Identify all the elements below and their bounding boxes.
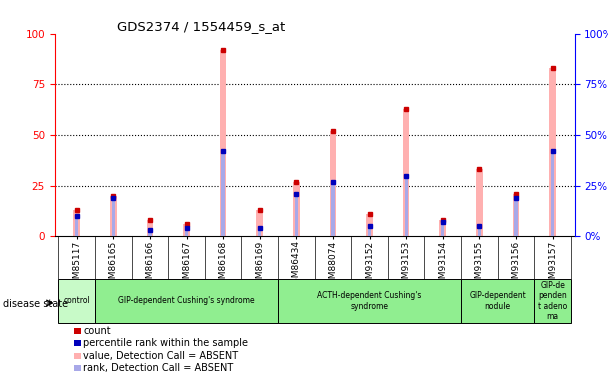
Bar (534, 279, 571, 322)
Bar (185, 228, 188, 236)
Bar (221, 151, 225, 236)
Bar (330, 131, 336, 236)
Text: ACTH-dependent Cushing's
syndrome: ACTH-dependent Cushing's syndrome (317, 291, 422, 310)
Bar (514, 198, 517, 236)
Text: control: control (63, 296, 90, 305)
Bar (366, 214, 373, 236)
Bar (74, 365, 81, 371)
Bar (461, 279, 534, 322)
Bar (549, 68, 556, 236)
Text: value, Detection Call = ABSENT: value, Detection Call = ABSENT (83, 351, 238, 360)
Bar (404, 176, 408, 236)
Text: percentile rank within the sample: percentile rank within the sample (83, 338, 248, 348)
Text: count: count (83, 326, 111, 336)
Bar (368, 226, 371, 236)
Bar (403, 109, 409, 236)
Bar (440, 220, 446, 236)
Bar (58, 279, 95, 322)
Bar (478, 226, 481, 236)
Bar (295, 194, 298, 236)
Text: disease state: disease state (3, 299, 68, 309)
Bar (257, 210, 263, 236)
Bar (258, 228, 261, 236)
Bar (183, 224, 190, 236)
Text: GIP-dependent
nodule: GIP-dependent nodule (469, 291, 526, 310)
Text: GDS2374 / 1554459_s_at: GDS2374 / 1554459_s_at (117, 20, 285, 33)
Bar (74, 328, 81, 334)
Bar (112, 198, 115, 236)
Bar (220, 50, 226, 236)
Bar (331, 182, 334, 236)
Bar (441, 222, 444, 236)
Bar (74, 210, 80, 236)
Bar (110, 196, 117, 236)
Bar (74, 340, 81, 346)
Bar (513, 194, 519, 236)
Bar (75, 216, 78, 236)
Bar (148, 230, 151, 236)
Bar (147, 220, 153, 236)
Bar (476, 170, 483, 236)
Bar (278, 279, 461, 322)
Bar (95, 279, 278, 322)
Bar (293, 182, 300, 236)
Text: rank, Detection Call = ABSENT: rank, Detection Call = ABSENT (83, 363, 233, 373)
Bar (551, 151, 554, 236)
Text: GIP-de
penden
t adeno
ma: GIP-de penden t adeno ma (538, 281, 567, 321)
Text: GIP-dependent Cushing's syndrome: GIP-dependent Cushing's syndrome (118, 296, 255, 305)
Bar (74, 352, 81, 358)
